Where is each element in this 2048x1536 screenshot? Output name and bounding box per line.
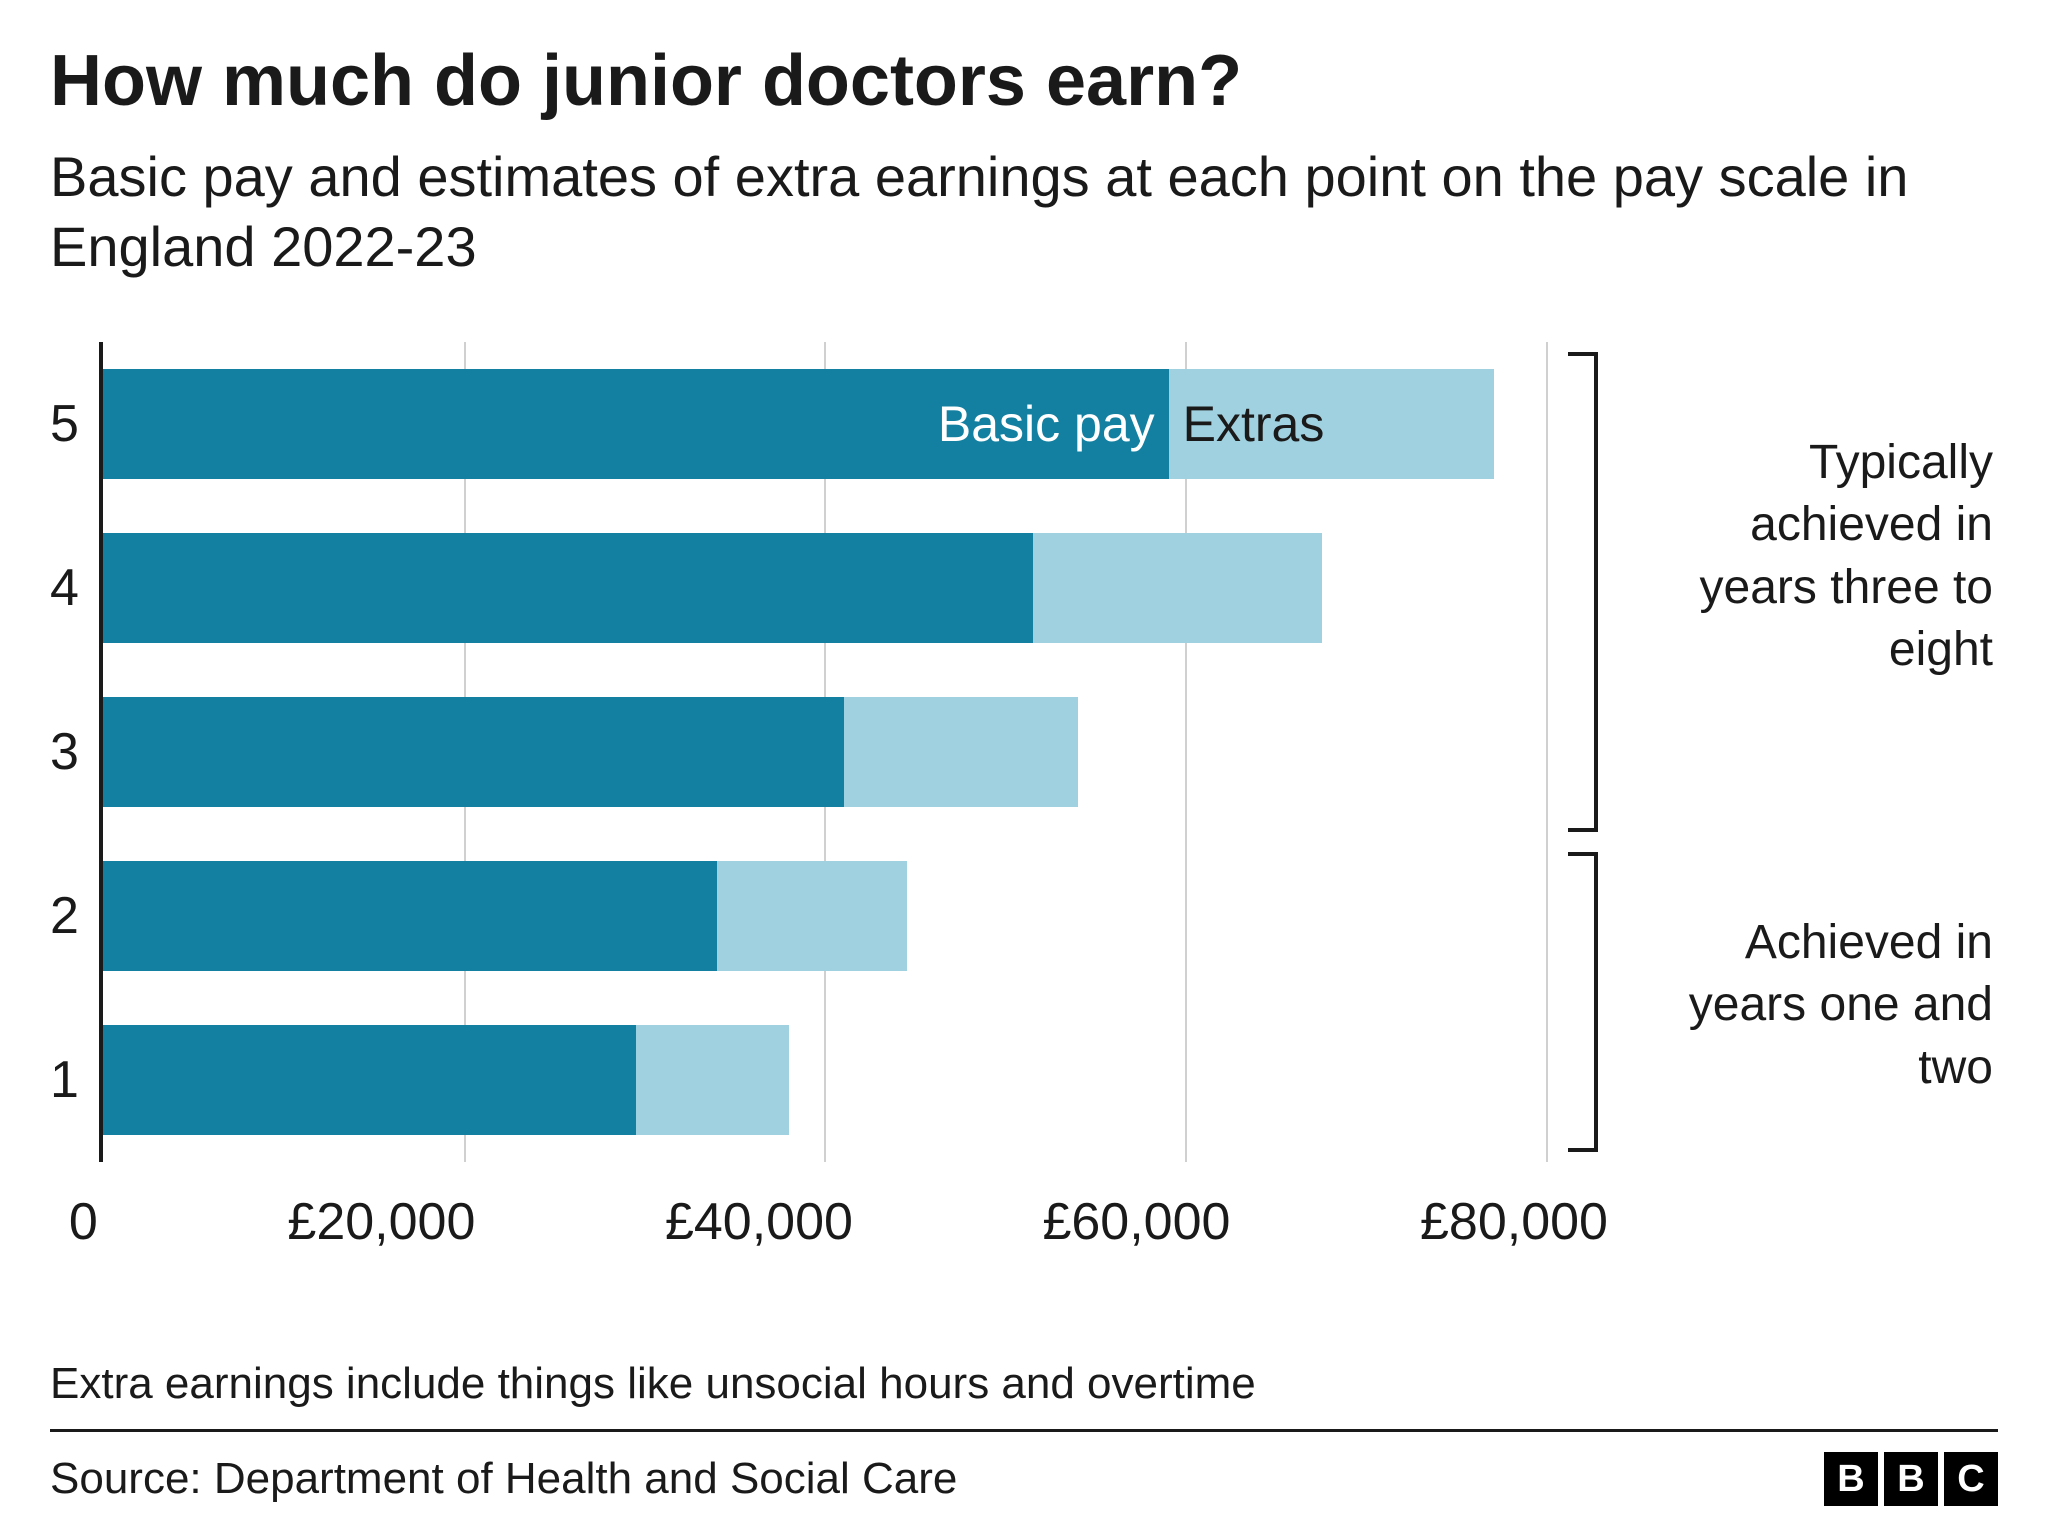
chart-title: How much do junior doctors earn? [50,40,1998,122]
y-label: 2 [50,890,79,942]
chart-subtitle: Basic pay and estimates of extra earning… [50,142,1998,282]
bar-row [103,533,1548,643]
bar-extras [1033,533,1322,643]
chart-area: 5 4 3 2 1 Basic payExtras 0 £20,000 £40, [50,342,1998,1309]
logo-letter: B [1824,1452,1878,1506]
bar-basic: Basic pay [103,369,1169,479]
logo-letter: C [1944,1452,1998,1506]
logo-letter: B [1884,1452,1938,1506]
bracket-icon [1568,352,1598,832]
bracket-icon [1568,852,1598,1152]
y-label: 5 [50,398,79,450]
bar-row [103,697,1548,807]
x-label: 0 [69,1192,98,1252]
x-label: £20,000 [287,1192,475,1252]
x-label: £60,000 [1042,1192,1230,1252]
footnote: Extra earnings include things like unsoc… [50,1359,1998,1409]
bar-row: Basic pay Extras [103,369,1548,479]
bar-basic [103,533,1033,643]
y-label: 1 [50,1054,79,1106]
bar-row [103,861,1548,971]
x-label: £40,000 [665,1192,853,1252]
annotation-text: Typically achieved in years three to eig… [1623,432,1993,682]
x-axis-labels: 0 £20,000 £40,000 £60,000 £80,000 [69,1192,1608,1252]
annotation-text: Achieved in years one and two [1623,912,1993,1099]
footer: Source: Department of Health and Social … [50,1429,1998,1506]
y-label: 4 [50,562,79,614]
bar-extras [717,861,907,971]
y-label: 3 [50,726,79,778]
legend-basic-label: Basic pay [938,395,1155,453]
bar-extras [636,1025,790,1135]
bbc-logo: B B C [1824,1452,1998,1506]
bar-row [103,1025,1548,1135]
plot-area: Basic pay Extras [99,342,1548,1162]
bar-basic [103,861,717,971]
annotations: Typically achieved in years three to eig… [1568,342,1998,1162]
y-axis-labels: 5 4 3 2 1 [50,342,99,1162]
legend-extras-label: Extras [1183,395,1325,453]
bar-extras [844,697,1079,807]
bar-basic [103,1025,636,1135]
bar-basic [103,697,844,807]
bar-extras: Extras [1169,369,1494,479]
source-text: Source: Department of Health and Social … [50,1454,957,1504]
bars-container: Basic pay Extras [103,342,1548,1162]
x-label: £80,000 [1420,1192,1608,1252]
